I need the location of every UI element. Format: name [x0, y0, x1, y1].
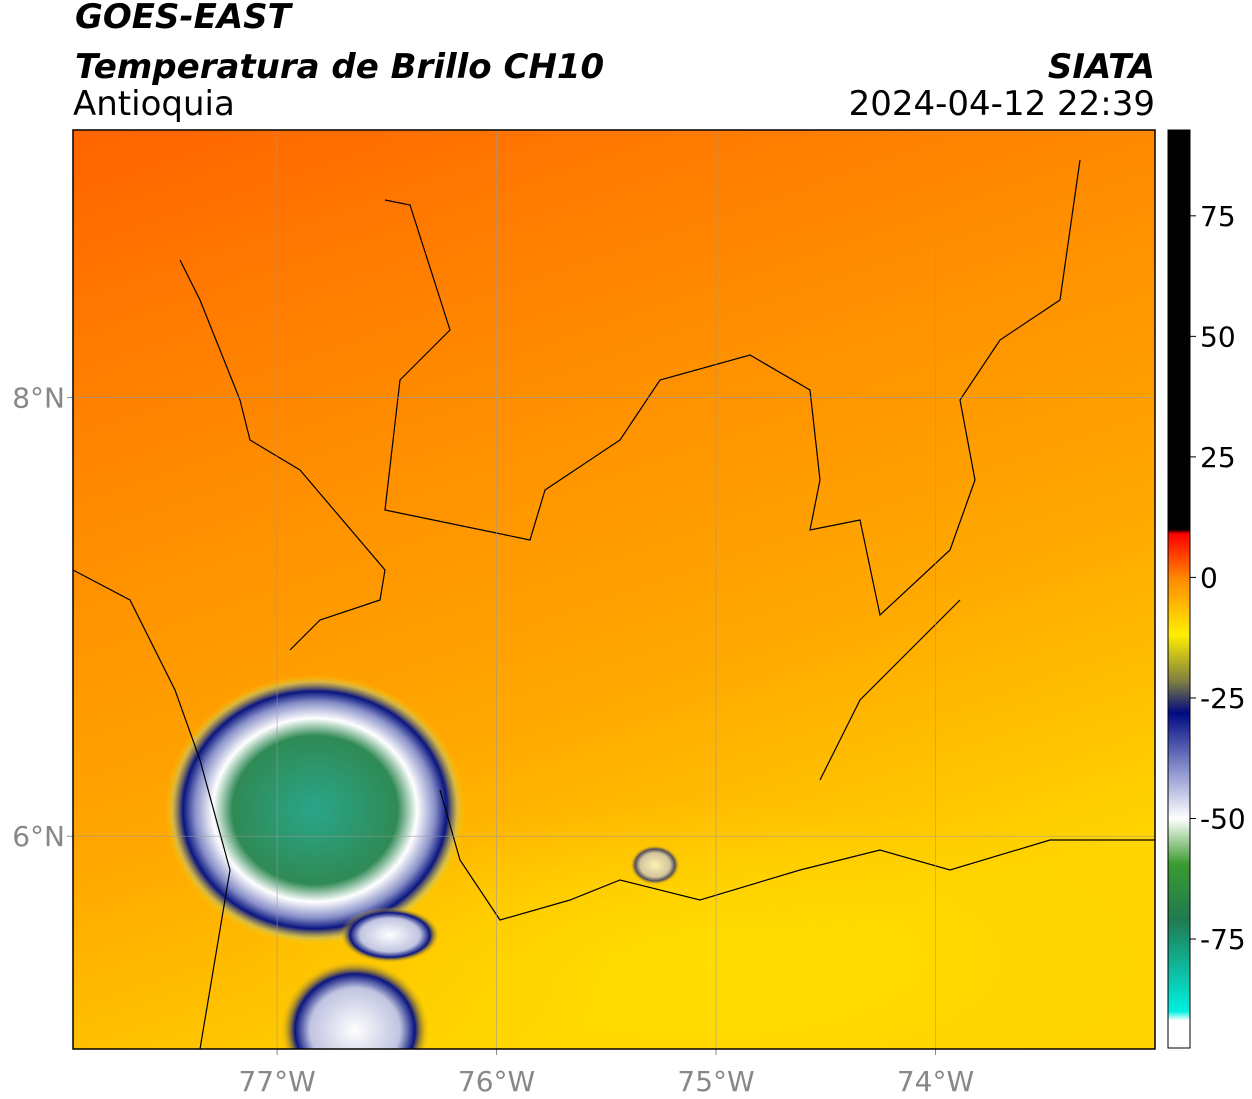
colorbar-ticks: 75 50 25 0 -25 -50 -75 [1190, 200, 1246, 956]
graticule: 77°W 76°W 75°W 74°W 8°N 6°N [12, 130, 1155, 1098]
source: SIATA [1048, 47, 1155, 87]
border [384, 159, 1081, 617]
storm-cell [630, 845, 680, 885]
storm-cell [165, 675, 465, 945]
colorbar-label: -50 [1200, 803, 1246, 836]
lat-label: 8°N [12, 382, 65, 415]
satellite-image [73, 130, 1155, 1049]
storm-cell [280, 960, 430, 1049]
lon-label: 74°W [897, 1065, 974, 1098]
lon-label: 76°W [458, 1065, 535, 1098]
colorbar-label: 75 [1200, 200, 1236, 233]
colorbar-label: -75 [1200, 923, 1246, 956]
colorbar-label: 0 [1200, 561, 1218, 594]
colorbar [1167, 129, 1191, 1049]
colorbar-label: 25 [1200, 441, 1236, 474]
map-frame [72, 129, 1156, 1050]
colorbar-label: -25 [1200, 682, 1246, 715]
colorbar-label: 50 [1200, 320, 1236, 353]
lat-label: 6°N [12, 820, 65, 853]
region: Antioquia [73, 84, 235, 124]
lon-label: 77°W [238, 1065, 315, 1098]
storm-cell [340, 907, 440, 963]
subtitle: Temperatura de Brillo CH10 [75, 47, 604, 87]
datetime: 2024-04-12 22:39 [849, 84, 1155, 124]
lon-label: 75°W [677, 1065, 754, 1098]
border [73, 259, 1155, 1049]
title: GOES-EAST [75, 0, 294, 37]
